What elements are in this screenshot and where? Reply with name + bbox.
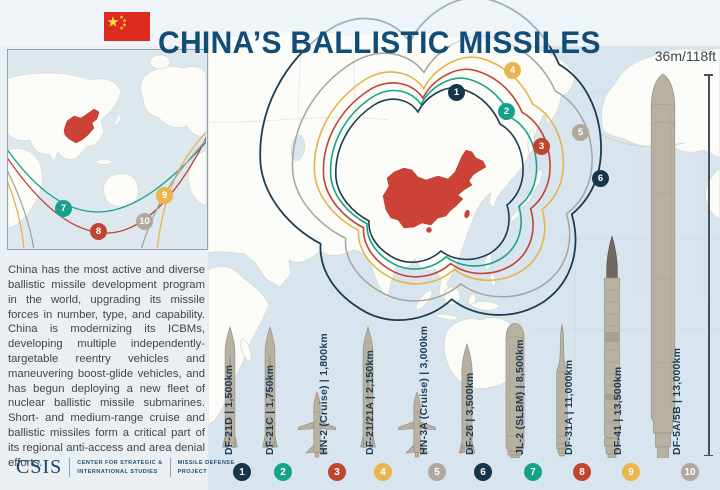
project-line-2: PROJECT bbox=[177, 468, 208, 475]
map-range-badge-1: 1 bbox=[448, 84, 465, 101]
org-line-2: INTERNATIONAL STUDIES bbox=[77, 468, 158, 475]
missile-df-31a bbox=[556, 324, 568, 457]
inset-ring-8 bbox=[8, 136, 206, 234]
org-line-1: CENTER FOR STRATEGIC & bbox=[77, 459, 163, 466]
inset-land-japan bbox=[114, 114, 122, 126]
inset-land-indonesia bbox=[95, 159, 113, 165]
missile-jl-2-slbm bbox=[505, 323, 525, 458]
missile-badge-5: 5 bbox=[428, 463, 446, 481]
missile-badge-9: 9 bbox=[622, 463, 640, 481]
inset-ring-7 bbox=[8, 141, 206, 213]
inset-land-north-america bbox=[140, 66, 206, 137]
missile-badge-4: 4 bbox=[374, 463, 392, 481]
missile-df-26 bbox=[458, 343, 476, 454]
china-flag-icon bbox=[104, 12, 150, 41]
missile-badge-6: 6 bbox=[474, 463, 492, 481]
missile-label-df-21-21a: DF-21/21A | 2,150km bbox=[364, 350, 376, 455]
inset-land-eurasia bbox=[8, 72, 122, 163]
land-new-guinea bbox=[469, 300, 501, 311]
missile-label-jl-2: JL-2 (SLBM) | 8,500km bbox=[514, 339, 526, 455]
inset-ring-9b bbox=[8, 181, 25, 248]
inset-range-badge-7: 7 bbox=[55, 200, 72, 217]
inset-land-greenland bbox=[149, 54, 171, 70]
map-range-badge-2: 2 bbox=[498, 103, 515, 120]
inset-china bbox=[63, 108, 100, 144]
missile-label-df-21c: DF-21C | 1,750km bbox=[264, 364, 276, 455]
map-range-badge-4: 4 bbox=[504, 62, 521, 79]
range-ring-2 bbox=[331, 78, 537, 269]
missile-label-df-21d: DF-21D | 1,500km bbox=[223, 364, 235, 455]
map-range-badge-5: 5 bbox=[572, 124, 589, 141]
project-line-1: MISSILE DEFENSE bbox=[177, 459, 235, 466]
map-range-badge-3: 3 bbox=[533, 138, 550, 155]
china-hainan bbox=[426, 227, 432, 233]
missile-label-hn-3a: HN-3A (Cruise) | 3,000km bbox=[418, 325, 430, 455]
land-borneo bbox=[443, 286, 461, 306]
missile-badge-10: 10 bbox=[681, 463, 699, 481]
missile-hn-3a-cruise bbox=[398, 392, 436, 458]
china-mainland bbox=[382, 149, 487, 229]
inset-range-badge-10: 10 bbox=[136, 213, 153, 230]
missile-label-df-5a-5b: DF-5A/5B | 13,000km bbox=[671, 347, 683, 455]
range-ring-3 bbox=[323, 69, 550, 276]
header: CHINA’S BALLISTIC MISSILES bbox=[0, 0, 720, 60]
missile-badge-1: 1 bbox=[233, 463, 251, 481]
inset-world-map: 7 8 9 10 bbox=[7, 49, 208, 250]
csis-org-name: CENTER FOR STRATEGIC & INTERNATIONAL STU… bbox=[77, 459, 162, 476]
missile-label-df-41: DF-41 | 13,500km bbox=[612, 366, 624, 455]
missile-badge-8: 8 bbox=[573, 463, 591, 481]
inset-range-badge-9: 9 bbox=[156, 187, 173, 204]
missile-label-hn-2: HN-2 (Cruise) | 1,800km bbox=[318, 333, 330, 455]
missile-hn-2-cruise bbox=[298, 392, 336, 458]
missile-label-df-31a: DF-31A | 11,000km bbox=[563, 359, 575, 455]
inset-land-australia bbox=[103, 173, 139, 207]
missile-badge-2: 2 bbox=[274, 463, 292, 481]
range-ring-4 bbox=[314, 57, 563, 284]
missile-badge-3: 3 bbox=[328, 463, 346, 481]
land-madagascar bbox=[240, 338, 252, 362]
missile-badge-7: 7 bbox=[524, 463, 542, 481]
land-japan-3 bbox=[510, 210, 520, 222]
missile-df-21c bbox=[262, 326, 278, 448]
land-java bbox=[435, 313, 459, 321]
china-taiwan bbox=[464, 209, 470, 219]
intro-paragraph: China has the most active and diverse ba… bbox=[8, 264, 205, 469]
missile-label-df-26: DF-26 | 3,500km bbox=[464, 372, 476, 455]
logo-divider bbox=[169, 458, 171, 477]
csis-logo: CSIS CENTER FOR STRATEGIC & INTERNATIONA… bbox=[16, 456, 235, 479]
height-annotation: 36m/118ft bbox=[654, 48, 716, 64]
map-range-badge-6: 6 bbox=[592, 170, 609, 187]
range-ring-1 bbox=[336, 88, 523, 262]
height-measure-line bbox=[704, 74, 713, 456]
missile-df-21-21a bbox=[360, 326, 376, 448]
missile-defense-project: MISSILE DEFENSE PROJECT bbox=[178, 459, 235, 476]
land-eurasia bbox=[207, 31, 575, 302]
missile-df-41 bbox=[604, 236, 620, 458]
page-title: CHINA’S BALLISTIC MISSILES bbox=[158, 26, 601, 61]
logo-divider bbox=[69, 458, 71, 477]
missile-df-5a-5b bbox=[650, 73, 676, 458]
inset-ring-10b bbox=[8, 170, 35, 248]
csis-wordmark: CSIS bbox=[16, 456, 63, 478]
missile-df-21d bbox=[222, 326, 238, 448]
china-shape bbox=[382, 149, 487, 233]
inset-range-badge-8: 8 bbox=[90, 223, 107, 240]
inset-land-south-america bbox=[188, 149, 206, 207]
range-ring-5 bbox=[292, 36, 592, 301]
